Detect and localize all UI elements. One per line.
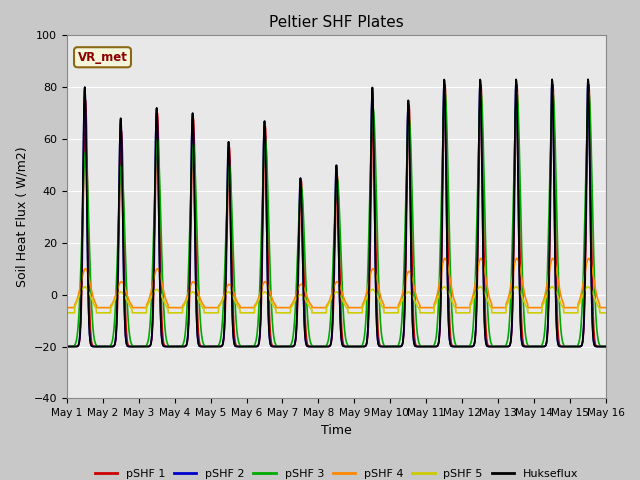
pSHF 1	[352, 344, 360, 349]
pSHF 1	[549, 82, 557, 87]
pSHF 3	[63, 344, 70, 349]
pSHF 1	[63, 344, 70, 349]
pSHF 4	[63, 305, 70, 311]
X-axis label: Time: Time	[321, 424, 352, 437]
pSHF 5	[493, 310, 501, 316]
pSHF 5	[81, 284, 88, 290]
Line: pSHF 1: pSHF 1	[67, 84, 606, 347]
pSHF 4	[364, 285, 371, 291]
pSHF 1	[570, 344, 577, 349]
Hukseflux	[364, 332, 371, 338]
Title: Peltier SHF Plates: Peltier SHF Plates	[269, 15, 404, 30]
pSHF 1	[493, 344, 500, 349]
pSHF 3	[549, 89, 557, 95]
pSHF 4	[352, 305, 360, 311]
Hukseflux	[570, 344, 577, 349]
Hukseflux	[352, 344, 360, 349]
Line: pSHF 3: pSHF 3	[67, 92, 606, 347]
pSHF 2	[584, 76, 592, 82]
pSHF 3	[602, 344, 610, 349]
pSHF 3	[352, 344, 360, 349]
pSHF 5	[352, 310, 360, 316]
Hukseflux	[493, 344, 500, 349]
pSHF 4	[555, 281, 563, 287]
pSHF 5	[214, 310, 221, 316]
pSHF 4	[493, 305, 500, 311]
pSHF 1	[213, 344, 221, 349]
Line: pSHF 2: pSHF 2	[67, 79, 606, 347]
Line: Hukseflux: Hukseflux	[67, 79, 606, 347]
pSHF 2	[554, 342, 562, 348]
Y-axis label: Soil Heat Flux ( W/m2): Soil Heat Flux ( W/m2)	[15, 146, 28, 287]
Text: VR_met: VR_met	[77, 51, 127, 64]
Line: pSHF 4: pSHF 4	[67, 258, 606, 308]
pSHF 4	[602, 305, 610, 311]
pSHF 3	[493, 344, 500, 349]
pSHF 1	[364, 336, 371, 341]
pSHF 2	[602, 344, 610, 349]
pSHF 2	[493, 344, 500, 349]
pSHF 5	[364, 292, 372, 298]
pSHF 5	[570, 310, 577, 316]
pSHF 4	[549, 255, 557, 261]
pSHF 3	[555, 280, 563, 286]
pSHF 3	[213, 344, 221, 349]
pSHF 2	[213, 344, 221, 349]
pSHF 2	[352, 344, 360, 349]
pSHF 4	[570, 305, 577, 311]
pSHF 1	[602, 344, 610, 349]
pSHF 2	[63, 344, 70, 349]
pSHF 5	[555, 295, 563, 301]
Line: pSHF 5: pSHF 5	[67, 287, 606, 313]
pSHF 3	[570, 344, 577, 349]
Hukseflux	[63, 344, 70, 349]
Legend: pSHF 1, pSHF 2, pSHF 3, pSHF 4, pSHF 5, Hukseflux: pSHF 1, pSHF 2, pSHF 3, pSHF 4, pSHF 5, …	[90, 465, 583, 480]
pSHF 2	[364, 332, 371, 338]
pSHF 5	[63, 310, 70, 316]
pSHF 5	[602, 310, 610, 316]
Hukseflux	[584, 76, 592, 82]
Hukseflux	[602, 344, 610, 349]
pSHF 1	[555, 336, 563, 342]
Hukseflux	[554, 342, 562, 348]
Hukseflux	[213, 344, 221, 349]
pSHF 3	[364, 279, 371, 285]
pSHF 4	[213, 305, 221, 311]
pSHF 2	[570, 344, 577, 349]
